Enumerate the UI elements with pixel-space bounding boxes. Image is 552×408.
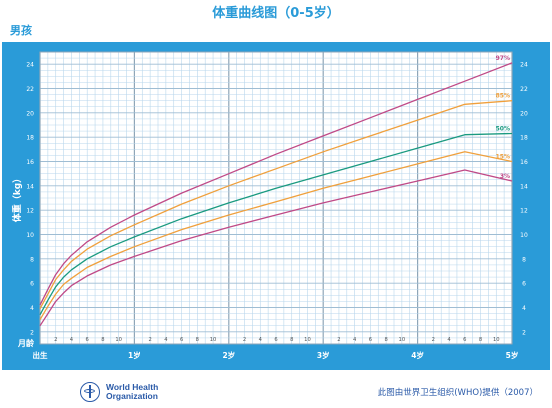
x-minor-tick-label: 8 [196, 337, 199, 343]
series-label-3pct: 3% [500, 173, 510, 180]
x-minor-tick-label: 8 [101, 337, 104, 343]
who-emblem-icon [80, 382, 100, 402]
x-major-tick-label: 4岁 [411, 350, 424, 360]
x-minor-tick-label: 8 [384, 337, 387, 343]
x-minor-tick-label: 6 [86, 337, 89, 343]
y-tick-label-left: 18 [26, 135, 34, 142]
x-minor-tick-label: 8 [479, 337, 482, 343]
y-tick-label-right: 18 [520, 135, 528, 142]
x-minor-tick-label: 4 [259, 337, 263, 343]
x-minor-tick-label: 2 [432, 337, 435, 343]
x-minor-tick-label: 2 [243, 337, 246, 343]
series-line-3pct [39, 169, 513, 327]
y-tick-label-left: 24 [26, 62, 34, 69]
y-tick-label-left: 22 [26, 86, 34, 93]
chart-title: 体重曲线图（0-5岁） [212, 6, 340, 21]
y-tick-label-right: 22 [520, 86, 528, 93]
y-tick-label-right: 10 [520, 232, 528, 239]
series-label-50pct: 50% [496, 126, 510, 133]
y-tick-label-left: 20 [26, 110, 34, 117]
y-tick-label-left: 6 [30, 281, 34, 288]
y-tick-label-left: 12 [26, 208, 34, 215]
x-minor-tick-label: 10 [210, 337, 217, 343]
x-minor-tick-label: 10 [304, 337, 311, 343]
y-tick-label-left: 4 [30, 305, 34, 312]
y-tick-label-right: 20 [520, 110, 528, 117]
gender-label: 男孩 [10, 24, 32, 37]
x-major-tick-label: 3岁 [317, 350, 330, 360]
y-tick-label-left: 10 [26, 232, 34, 239]
x-minor-tick-label: 2 [54, 337, 57, 343]
y-tick-label-right: 4 [522, 305, 526, 312]
y-tick-label-right: 12 [520, 208, 528, 215]
credit-text: 此图由世界卫生组织(WHO)提供（2007） [377, 388, 538, 398]
y-tick-label-right: 6 [522, 281, 526, 288]
x-unit-label: 月龄 [17, 338, 35, 348]
y-tick-label-right: 16 [520, 159, 528, 166]
x-major-tick-label: 1岁 [128, 350, 141, 360]
y-tick-label-left: 14 [26, 183, 34, 190]
series-label-97pct: 97% [496, 55, 510, 62]
series-label-85pct: 85% [496, 93, 510, 100]
y-tick-label-right: 14 [520, 183, 528, 190]
series-label-15pct: 15% [496, 154, 510, 161]
series-line-97pct [39, 62, 513, 306]
x-minor-tick-label: 4 [70, 337, 74, 343]
plot-border [39, 51, 513, 345]
x-minor-tick-label: 10 [115, 337, 122, 343]
x-major-tick-label: 出生 [33, 350, 48, 360]
x-minor-tick-label: 6 [274, 337, 277, 343]
x-major-tick-label: 5岁 [506, 350, 519, 360]
series-line-50pct [39, 132, 513, 316]
y-tick-label-right: 24 [520, 62, 528, 69]
x-minor-tick-label: 8 [290, 337, 293, 343]
x-major-tick-label: 2岁 [222, 350, 235, 360]
y-tick-label-right: 2 [522, 329, 526, 336]
x-minor-tick-label: 6 [180, 337, 183, 343]
x-minor-tick-label: 2 [148, 337, 151, 343]
who-logo: World Health Organization [80, 382, 158, 402]
x-minor-tick-label: 10 [399, 337, 406, 343]
x-minor-tick-label: 4 [353, 337, 357, 343]
x-minor-tick-label: 10 [493, 337, 500, 343]
y-tick-label-right: 8 [522, 256, 526, 263]
y-tick-label-left: 8 [30, 256, 34, 263]
y-tick-label-left: 16 [26, 159, 34, 166]
series-line-15pct [39, 151, 513, 321]
x-minor-tick-label: 6 [369, 337, 372, 343]
x-minor-tick-label: 4 [164, 337, 168, 343]
who-name-line2: Organization [106, 391, 158, 401]
y-axis-label: 体重（kg） [11, 174, 23, 222]
x-minor-tick-label: 6 [463, 337, 466, 343]
y-tick-label-left: 2 [30, 329, 34, 336]
x-minor-tick-label: 2 [337, 337, 340, 343]
who-name-line1: World Health [106, 382, 159, 392]
series-line-85pct [39, 100, 513, 310]
x-minor-tick-label: 4 [447, 337, 451, 343]
